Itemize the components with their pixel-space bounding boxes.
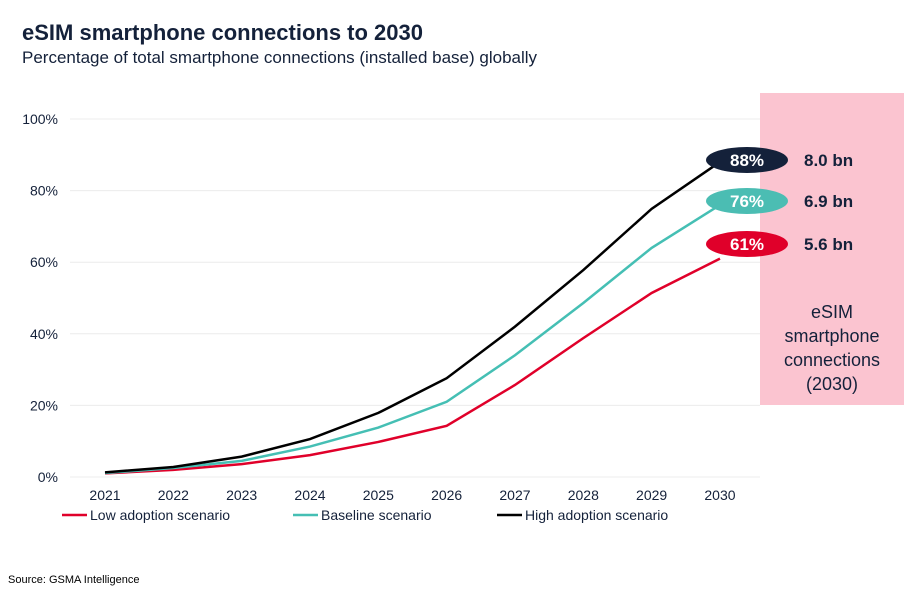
chart-subtitle: Percentage of total smartphone connectio… — [22, 48, 538, 67]
x-tick-label: 2027 — [499, 487, 530, 503]
series-line-0 — [104, 257, 721, 475]
panel-line: connections — [783, 350, 881, 370]
x-tick-label: 2021 — [89, 487, 120, 503]
x-tick-label: 2022 — [158, 487, 189, 503]
y-tick-label: 60% — [30, 254, 58, 270]
panel-line: eSIM — [810, 302, 853, 322]
legend-label: High adoption scenario — [525, 507, 668, 523]
y-tick-label: 0% — [38, 469, 58, 485]
panel-line: smartphone — [784, 326, 880, 346]
connections-label: 8.0 bn — [804, 151, 853, 170]
y-tick-label: 40% — [30, 326, 58, 342]
x-tick-label: 2023 — [226, 487, 257, 503]
x-tick-label: 2029 — [636, 487, 667, 503]
y-tick-label: 100% — [22, 111, 58, 127]
legend-label: Low adoption scenario — [90, 507, 230, 523]
end-label: 76% — [730, 192, 764, 211]
panel-text: eSIM smartphone connections (2030) — [760, 300, 904, 396]
connections-label: 6.9 bn — [804, 192, 853, 211]
x-tick-label: 2028 — [568, 487, 599, 503]
source-note: Source: GSMA Intelligence — [8, 574, 140, 586]
series-line-1 — [104, 203, 721, 475]
x-tick-label: 2024 — [294, 487, 325, 503]
end-label-badge — [706, 231, 788, 257]
y-tick-label: 80% — [30, 183, 58, 199]
end-label: 88% — [730, 151, 764, 170]
end-label: 61% — [730, 235, 764, 254]
series-line-2 — [104, 160, 721, 474]
end-label-badge — [706, 147, 788, 173]
end-label-badge — [706, 188, 788, 214]
legend-label: Baseline scenario — [321, 507, 432, 523]
y-tick-label: 20% — [30, 397, 58, 413]
panel-line: (2030) — [805, 374, 859, 394]
x-tick-label: 2030 — [704, 487, 735, 503]
connections-label: 5.6 bn — [804, 235, 853, 254]
chart-title: eSIM smartphone connections to 2030 — [22, 20, 423, 45]
x-tick-label: 2026 — [431, 487, 462, 503]
x-tick-label: 2025 — [363, 487, 394, 503]
